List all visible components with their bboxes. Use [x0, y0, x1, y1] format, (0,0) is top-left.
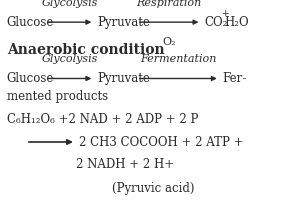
Text: Fer-: Fer-	[222, 72, 247, 85]
Text: O₂: O₂	[162, 37, 176, 46]
Text: Pyruvate: Pyruvate	[97, 72, 150, 85]
Text: C₆H₁₂O₆ +2 NAD + 2 ADP + 2 P: C₆H₁₂O₆ +2 NAD + 2 ADP + 2 P	[7, 113, 198, 126]
Text: Pyruvate: Pyruvate	[97, 16, 150, 29]
Text: (Pyruvic acid): (Pyruvic acid)	[112, 182, 194, 195]
Text: 2 NADH + 2 H+: 2 NADH + 2 H+	[76, 158, 174, 171]
Text: H₂O: H₂O	[224, 16, 249, 29]
Text: Fermentation: Fermentation	[140, 54, 217, 64]
Text: +: +	[221, 9, 228, 18]
Text: Respiration: Respiration	[136, 0, 202, 8]
Text: 2 CH3 COCOOH + 2 ATP +: 2 CH3 COCOOH + 2 ATP +	[79, 135, 244, 149]
Text: mented products: mented products	[7, 90, 108, 103]
Text: CO₂: CO₂	[204, 16, 228, 29]
Text: Glycolysis: Glycolysis	[42, 0, 98, 8]
Text: Glucose: Glucose	[7, 72, 54, 85]
Text: Glucose: Glucose	[7, 16, 54, 29]
Text: Glycolysis: Glycolysis	[42, 54, 98, 64]
Text: Anaerobic condition: Anaerobic condition	[7, 43, 164, 57]
